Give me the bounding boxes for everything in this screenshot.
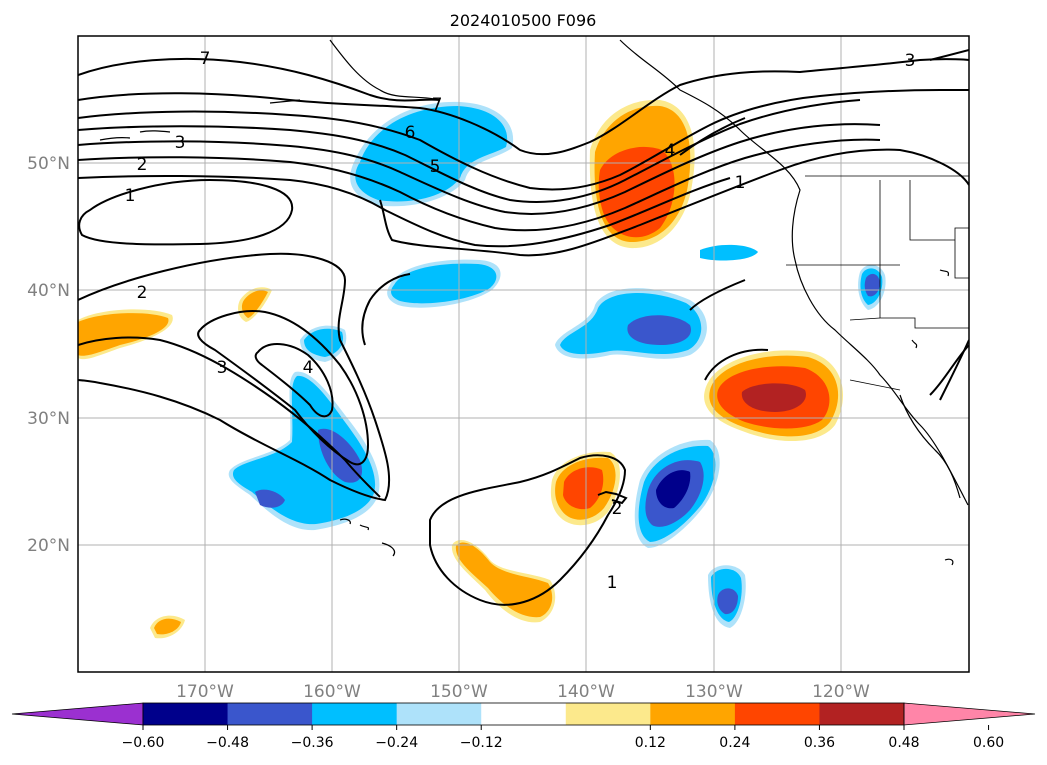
lon-label: 140°W (557, 682, 615, 702)
colorbar-tick-label: 0.60 (973, 735, 1004, 751)
coastlines (99, 39, 969, 566)
anomaly-shading (78, 99, 886, 639)
latitude-labels: 50°N 40°N 30°N 20°N (27, 154, 70, 556)
contour-label: 4 (303, 358, 314, 378)
colorbar-tick-label: −0.60 (122, 735, 165, 751)
negative-anomaly-north (350, 101, 514, 207)
colorbar-tick-label: 0.36 (804, 735, 835, 751)
contour-label: 1 (125, 186, 136, 206)
map-area: 7 7 6 5 4 3 3 2 1 1 2 3 4 2 1 (78, 36, 969, 672)
map-frame (77, 35, 970, 673)
colorbar-tick-label: −0.12 (460, 735, 503, 751)
colorbar-outline (142, 702, 905, 726)
contour-label: 7 (432, 95, 443, 115)
colorbar-bin (565, 703, 651, 725)
negative-anomaly-southwest (228, 325, 380, 531)
anomaly-subtropical (150, 264, 886, 639)
contour-label: 2 (137, 283, 148, 303)
lon-label: 170°W (176, 682, 234, 702)
lat-label: 30°N (27, 409, 70, 429)
contour-label: 2 (137, 155, 148, 175)
lat-label: 40°N (27, 281, 70, 301)
colorbar-bin (481, 703, 567, 725)
contour-label: 1 (735, 173, 746, 193)
colorbar-bin (227, 703, 313, 725)
positive-anomaly-west (78, 287, 272, 360)
colorbar-extend-low (11, 702, 144, 726)
lon-label: 120°W (812, 682, 870, 702)
contour-labels: 7 7 6 5 4 3 3 2 1 1 2 3 4 2 1 (125, 49, 916, 593)
negative-anomaly-central (387, 244, 758, 359)
lat-label: 50°N (27, 154, 70, 174)
colorbar: −0.60 −0.48 −0.36 −0.24 −0.12 0.12 0.24 0.36 0.4… (11, 702, 1036, 751)
contour-label: 4 (665, 141, 676, 161)
contour-label: 6 (405, 123, 416, 143)
colorbar-bin (734, 703, 820, 725)
colorbar-tick-label: −0.24 (375, 735, 418, 751)
colorbar-tick-label: −0.48 (206, 735, 249, 751)
map-title: 2024010500 F096 (450, 11, 597, 30)
contour-label: 7 (200, 49, 211, 69)
longitude-labels: 170°W 160°W 150°W 140°W 130°W 120°W (176, 682, 870, 702)
contour-label: 3 (905, 51, 916, 71)
colorbar-tick-label: −0.36 (291, 735, 334, 751)
colorbar-bin (819, 703, 905, 725)
colorbar-extend-high (903, 702, 1036, 726)
colorbar-bin (396, 703, 482, 725)
contour-label: 3 (217, 358, 228, 378)
colorbar-bin (143, 703, 229, 725)
colorbar-tick-label: 0.48 (888, 735, 919, 751)
contour-label: 1 (607, 573, 618, 593)
contour-label: 2 (612, 499, 623, 519)
colorbar-tick-label: 0.24 (719, 735, 750, 751)
colorbar-bin (312, 703, 398, 725)
colorbar-bin (650, 703, 736, 725)
colorbar-tick-label: 0.12 (635, 735, 666, 751)
lon-label: 160°W (303, 682, 361, 702)
lon-label: 150°W (430, 682, 488, 702)
contour-lines (78, 49, 969, 606)
contour-label: 5 (430, 157, 441, 177)
lat-label: 20°N (27, 536, 70, 556)
political-borders (786, 175, 969, 391)
lon-label: 130°W (685, 682, 743, 702)
graticule (78, 36, 969, 672)
contour-label: 3 (175, 133, 186, 153)
